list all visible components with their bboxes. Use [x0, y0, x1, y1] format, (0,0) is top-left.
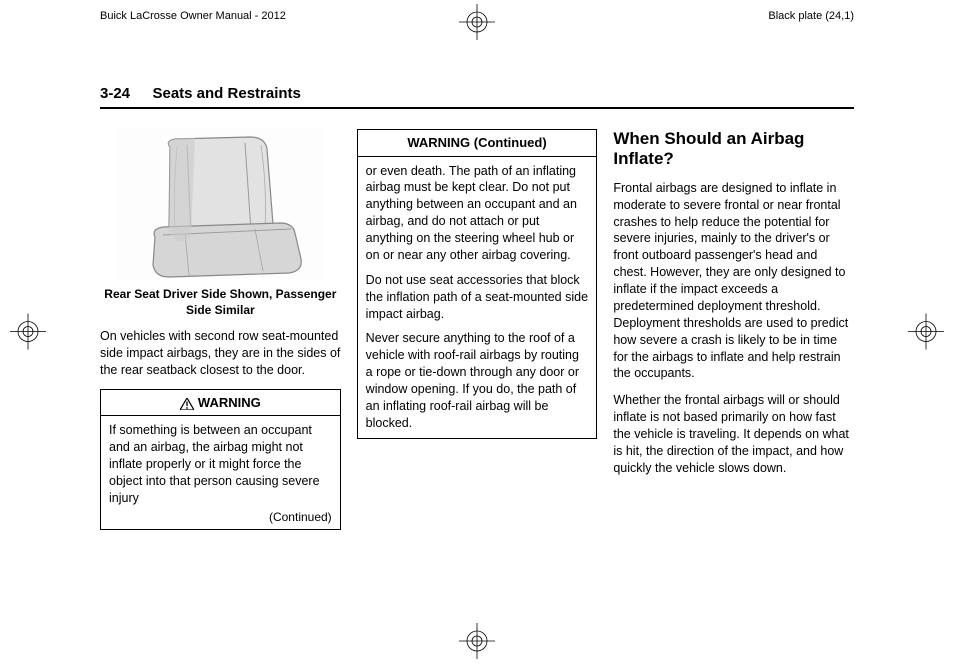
warning-body-text: If something is between an occupant and … — [101, 416, 340, 508]
column-2: WARNING (Continued) or even death. The p… — [357, 129, 598, 530]
registration-mark-right — [908, 314, 944, 355]
registration-mark-left — [10, 314, 46, 355]
col3-p1: Frontal airbags are designed to inflate … — [613, 180, 854, 383]
warning-label: WARNING — [198, 394, 261, 412]
warning-continued-body: or even death. The path of an inflating … — [357, 157, 598, 439]
seat-illustration — [115, 129, 325, 279]
warning-header: WARNING — [101, 390, 340, 417]
image-caption: Rear Seat Driver Side Shown, Passenger S… — [100, 287, 341, 318]
manual-title: Buick LaCrosse Owner Manual - 2012 — [100, 10, 286, 22]
warning-continued-header: WARNING (Continued) — [357, 129, 598, 157]
section-header: 3-24 Seats and Restraints — [100, 85, 854, 109]
warning-triangle-icon — [180, 397, 194, 409]
continued-label: (Continued) — [101, 509, 340, 529]
column-3: When Should an Airbag Inflate? Frontal a… — [613, 129, 854, 530]
section-title: Seats and Restraints — [152, 85, 300, 102]
col2-p2: Do not use seat accessories that block t… — [366, 272, 589, 323]
plate-info: Black plate (24,1) — [768, 10, 854, 22]
col1-paragraph: On vehicles with second row seat-mounted… — [100, 328, 341, 379]
col2-p3: Never secure anything to the roof of a v… — [366, 330, 589, 431]
page-number: 3-24 — [100, 85, 130, 102]
registration-mark-top — [459, 4, 495, 45]
warning-box: WARNING If something is between an occup… — [100, 389, 341, 530]
col2-p1: or even death. The path of an inflating … — [366, 163, 589, 264]
registration-mark-bottom — [459, 623, 495, 664]
column-1: Rear Seat Driver Side Shown, Passenger S… — [100, 129, 341, 530]
col3-heading: When Should an Airbag Inflate? — [613, 129, 854, 170]
col3-p2: Whether the frontal airbags will or shou… — [613, 392, 854, 476]
